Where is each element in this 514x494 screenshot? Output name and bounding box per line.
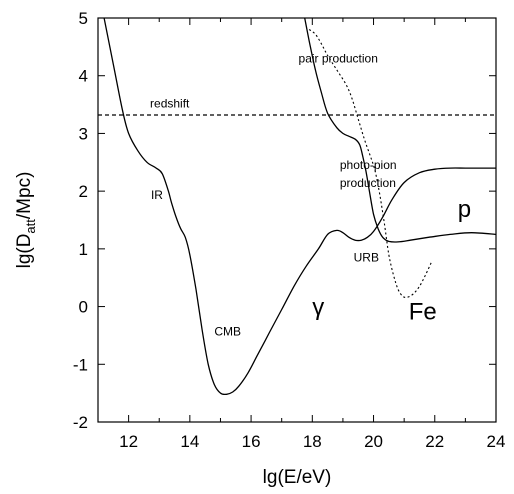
- y-axis-label-main: lg(D: [14, 234, 35, 269]
- y-tick-label: 4: [79, 67, 88, 86]
- x-tick-label: 20: [364, 432, 383, 451]
- annotation-label: URB: [354, 251, 379, 265]
- y-tick-label: 5: [79, 9, 88, 28]
- y-tick-label: 1: [79, 240, 88, 259]
- plot-frame: [97, 17, 497, 423]
- annotation-label: redshift: [150, 96, 190, 110]
- y-axis-label: lg(Datt/Mpc): [14, 172, 38, 269]
- y-tick-label: 0: [79, 298, 88, 317]
- y-tick-label: -2: [73, 413, 88, 432]
- annotation-label: CMB: [214, 324, 241, 338]
- y-tick-label: 2: [79, 182, 88, 201]
- annotation-label: γ: [312, 294, 324, 321]
- x-tick-label: 22: [425, 432, 444, 451]
- annotation-label: Fe: [409, 298, 437, 325]
- axis-ticks: [97, 17, 497, 423]
- x-tick-label: 12: [119, 432, 138, 451]
- series-gamma-line: [103, 17, 496, 396]
- annotations: pair production redshift photo-pion product…: [150, 51, 471, 338]
- annotation-label: production: [340, 176, 396, 190]
- series-fe-line: [308, 29, 433, 299]
- x-axis-label: lg(E/eV): [263, 467, 332, 488]
- x-tick-label: 14: [180, 432, 199, 451]
- annotation-label: photo-pion: [340, 158, 397, 172]
- y-axis-label-tail: /Mpc): [14, 172, 35, 220]
- series-layer: [98, 17, 497, 396]
- annotation-label: IR: [151, 188, 163, 202]
- y-axis-label-sub: att: [23, 219, 38, 234]
- series-p-line: [304, 17, 497, 243]
- y-tick-label: -1: [73, 355, 88, 374]
- x-tick-label: 16: [242, 432, 261, 451]
- y-tick-label: 3: [79, 124, 88, 143]
- x-tick-label: 18: [303, 432, 322, 451]
- x-tick-label: 24: [487, 432, 506, 451]
- annotation-label: pair production: [299, 51, 378, 65]
- annotation-label: p: [458, 196, 471, 223]
